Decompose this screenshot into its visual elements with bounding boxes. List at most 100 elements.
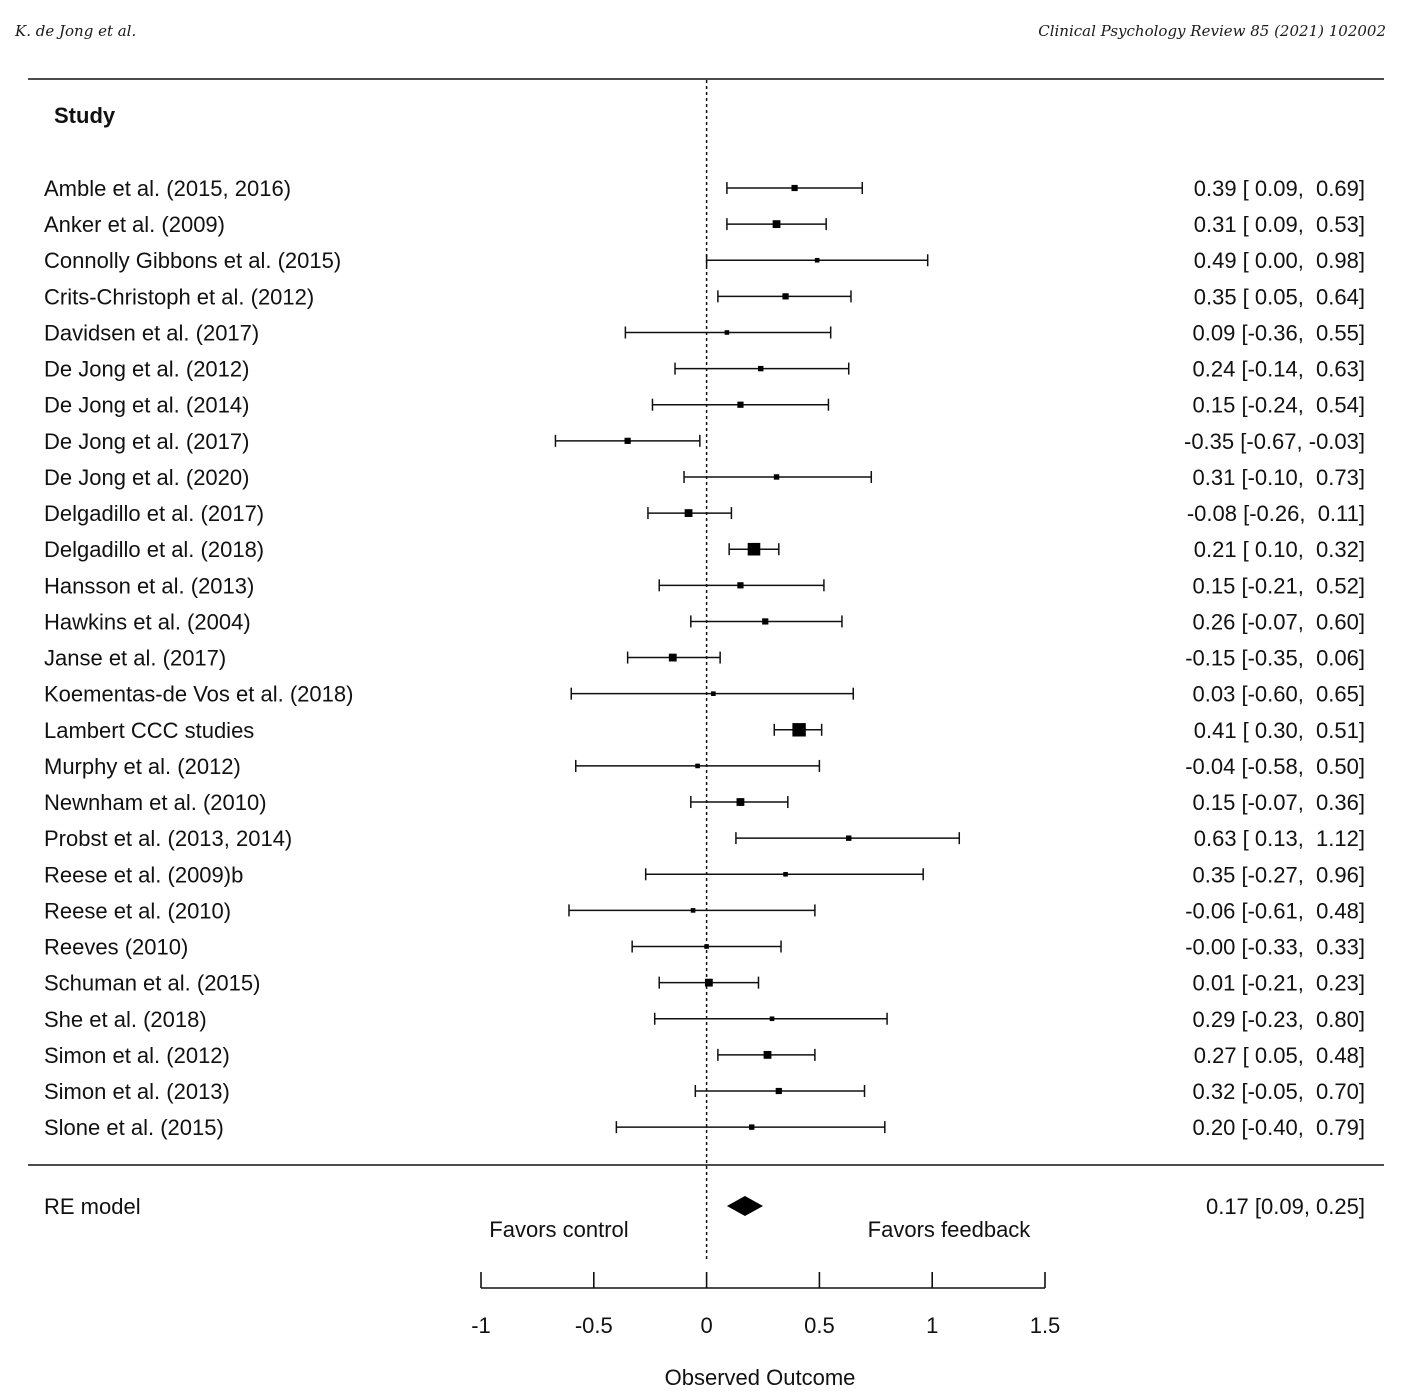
study-label: She et al. (2018) bbox=[44, 1007, 207, 1032]
study-row: Schuman et al. (2015) 0.01 [-0.21, 0.23] bbox=[44, 971, 1365, 996]
effect-size-ci: 0.15 [-0.21, 0.52] bbox=[1193, 573, 1365, 598]
point-estimate bbox=[762, 618, 769, 625]
point-estimate bbox=[814, 257, 820, 263]
point-estimate bbox=[792, 723, 806, 737]
study-row: Slone et al. (2015) 0.20 [-0.40, 0.79] bbox=[44, 1115, 1365, 1140]
effect-size-ci: -0.15 [-0.35, 0.06] bbox=[1185, 646, 1365, 671]
study-label: Delgadillo et al. (2017) bbox=[44, 501, 264, 526]
effect-size-ci: 0.24 [-0.14, 0.63] bbox=[1193, 357, 1365, 382]
study-row: Anker et al. (2009) 0.31 [ 0.09, 0.53] bbox=[44, 212, 1365, 237]
effect-size-ci: 0.63 [ 0.13, 1.12] bbox=[1194, 826, 1365, 851]
study-label: Hawkins et al. (2004) bbox=[44, 609, 251, 634]
study-row: Simon et al. (2013) 0.32 [-0.05, 0.70] bbox=[44, 1079, 1365, 1104]
study-row: Murphy et al. (2012) -0.04 [-0.58, 0.50] bbox=[44, 754, 1365, 779]
x-tick-label: 1.5 bbox=[1030, 1313, 1061, 1338]
effect-size-ci: -0.04 [-0.58, 0.50] bbox=[1185, 754, 1365, 779]
point-estimate bbox=[772, 220, 781, 229]
effect-size-ci: 0.39 [ 0.09, 0.69] bbox=[1194, 176, 1365, 201]
study-row: De Jong et al. (2012) 0.24 [-0.14, 0.63] bbox=[44, 357, 1365, 382]
point-estimate bbox=[684, 509, 693, 517]
effect-size-ci: 0.31 [ 0.09, 0.53] bbox=[1194, 212, 1365, 237]
x-tick-label: 1 bbox=[926, 1313, 938, 1338]
x-tick-label: 0 bbox=[700, 1313, 712, 1338]
running-head-authors: K. de Jong et al. bbox=[15, 22, 137, 40]
point-estimate bbox=[724, 330, 730, 335]
study-label: Amble et al. (2015, 2016) bbox=[44, 176, 291, 201]
effect-size-ci: -0.08 [-0.26, 0.11] bbox=[1187, 501, 1365, 526]
effect-size-ci: 0.15 [-0.07, 0.36] bbox=[1193, 790, 1365, 815]
x-tick-label: -0.5 bbox=[575, 1313, 613, 1338]
study-label: Anker et al. (2009) bbox=[44, 212, 225, 237]
summary-diamond bbox=[726, 1196, 763, 1216]
point-estimate bbox=[749, 1124, 755, 1130]
effect-size-ci: -0.00 [-0.33, 0.33] bbox=[1185, 935, 1365, 960]
study-row: She et al. (2018) 0.29 [-0.23, 0.80] bbox=[44, 1007, 1365, 1032]
point-estimate bbox=[775, 1087, 782, 1095]
study-label: De Jong et al. (2017) bbox=[44, 429, 249, 454]
point-estimate bbox=[769, 1016, 775, 1022]
summary-label: RE model bbox=[44, 1194, 141, 1219]
running-head-journal: Clinical Psychology Review 85 (2021) 102… bbox=[1038, 22, 1386, 40]
point-estimate bbox=[782, 293, 789, 300]
study-row: Delgadillo et al. (2017) -0.08 [-0.26, 0.… bbox=[44, 501, 1365, 526]
study-label: Hansson et al. (2013) bbox=[44, 573, 254, 598]
point-estimate bbox=[695, 763, 700, 769]
favors-control-label: Favors control bbox=[489, 1217, 628, 1242]
point-estimate bbox=[704, 944, 709, 949]
study-label: Schuman et al. (2015) bbox=[44, 971, 260, 996]
point-estimate bbox=[668, 653, 677, 662]
study-row: Janse et al. (2017) -0.15 [-0.35, 0.06] bbox=[44, 646, 1365, 671]
point-estimate bbox=[711, 691, 716, 696]
study-label: Connolly Gibbons et al. (2015) bbox=[44, 248, 341, 273]
page-header: K. de Jong et al. Clinical Psychology Re… bbox=[0, 22, 1414, 46]
effect-size-ci: -0.06 [-0.61, 0.48] bbox=[1185, 898, 1365, 923]
effect-size-ci: 0.49 [ 0.00, 0.98] bbox=[1194, 248, 1365, 273]
study-row: Hawkins et al. (2004) 0.26 [-0.07, 0.60] bbox=[44, 609, 1365, 634]
effect-size-ci: 0.32 [-0.05, 0.70] bbox=[1193, 1079, 1365, 1104]
point-estimate bbox=[791, 184, 798, 192]
study-label: De Jong et al. (2020) bbox=[44, 465, 249, 490]
study-label: Janse et al. (2017) bbox=[44, 646, 226, 671]
summary-ci: 0.17 [0.09, 0.25] bbox=[1206, 1194, 1365, 1219]
effect-size-ci: 0.20 [-0.40, 0.79] bbox=[1193, 1115, 1365, 1140]
study-row: De Jong et al. (2020) 0.31 [-0.10, 0.73] bbox=[44, 465, 1365, 490]
study-row: Hansson et al. (2013) 0.15 [-0.21, 0.52] bbox=[44, 573, 1365, 598]
study-label: Reeves (2010) bbox=[44, 935, 188, 960]
effect-size-ci: 0.01 [-0.21, 0.23] bbox=[1193, 971, 1365, 996]
study-row: Probst et al. (2013, 2014) 0.63 [ 0.13, 1… bbox=[44, 826, 1365, 851]
study-label: Slone et al. (2015) bbox=[44, 1115, 224, 1140]
point-estimate bbox=[737, 582, 744, 589]
point-estimate bbox=[846, 835, 852, 841]
effect-size-ci: 0.15 [-0.24, 0.54] bbox=[1193, 393, 1365, 418]
study-label: Koementas-de Vos et al. (2018) bbox=[44, 682, 353, 707]
study-row: Reese et al. (2010) -0.06 [-0.61, 0.48] bbox=[44, 898, 1365, 923]
study-label: Reese et al. (2010) bbox=[44, 898, 231, 923]
study-row: Delgadillo et al. (2018) 0.21 [ 0.10, 0.3… bbox=[44, 537, 1365, 562]
effect-size-ci: 0.03 [-0.60, 0.65] bbox=[1193, 682, 1365, 707]
study-row: Lambert CCC studies 0.41 [ 0.30, 0.51] bbox=[44, 718, 1365, 743]
study-row: Simon et al. (2012) 0.27 [ 0.05, 0.48] bbox=[44, 1043, 1365, 1068]
study-row: Connolly Gibbons et al. (2015) 0.49 [ 0.0… bbox=[44, 248, 1365, 273]
study-label: Simon et al. (2012) bbox=[44, 1043, 230, 1068]
point-estimate bbox=[747, 542, 761, 556]
study-label: Davidsen et al. (2017) bbox=[44, 320, 259, 345]
point-estimate bbox=[773, 474, 780, 480]
study-label: Reese et al. (2009)b bbox=[44, 862, 243, 887]
x-tick-label: -1 bbox=[471, 1313, 491, 1338]
point-estimate bbox=[736, 798, 745, 806]
study-row: Crits-Christoph et al. (2012) 0.35 [ 0.05… bbox=[44, 284, 1365, 309]
effect-size-ci: 0.35 [-0.27, 0.96] bbox=[1193, 862, 1365, 887]
point-estimate bbox=[758, 365, 764, 372]
study-row: Newnham et al. (2010) 0.15 [-0.07, 0.36] bbox=[44, 790, 1365, 815]
effect-size-ci: 0.27 [ 0.05, 0.48] bbox=[1194, 1043, 1365, 1068]
favors-feedback-label: Favors feedback bbox=[868, 1217, 1032, 1242]
study-label: Lambert CCC studies bbox=[44, 718, 254, 743]
point-estimate bbox=[783, 871, 788, 877]
study-label: De Jong et al. (2014) bbox=[44, 393, 249, 418]
point-estimate bbox=[690, 908, 696, 913]
x-axis-label: Observed Outcome bbox=[665, 1365, 856, 1390]
point-estimate bbox=[763, 1050, 772, 1059]
study-label: Delgadillo et al. (2018) bbox=[44, 537, 264, 562]
point-estimate bbox=[737, 401, 744, 408]
